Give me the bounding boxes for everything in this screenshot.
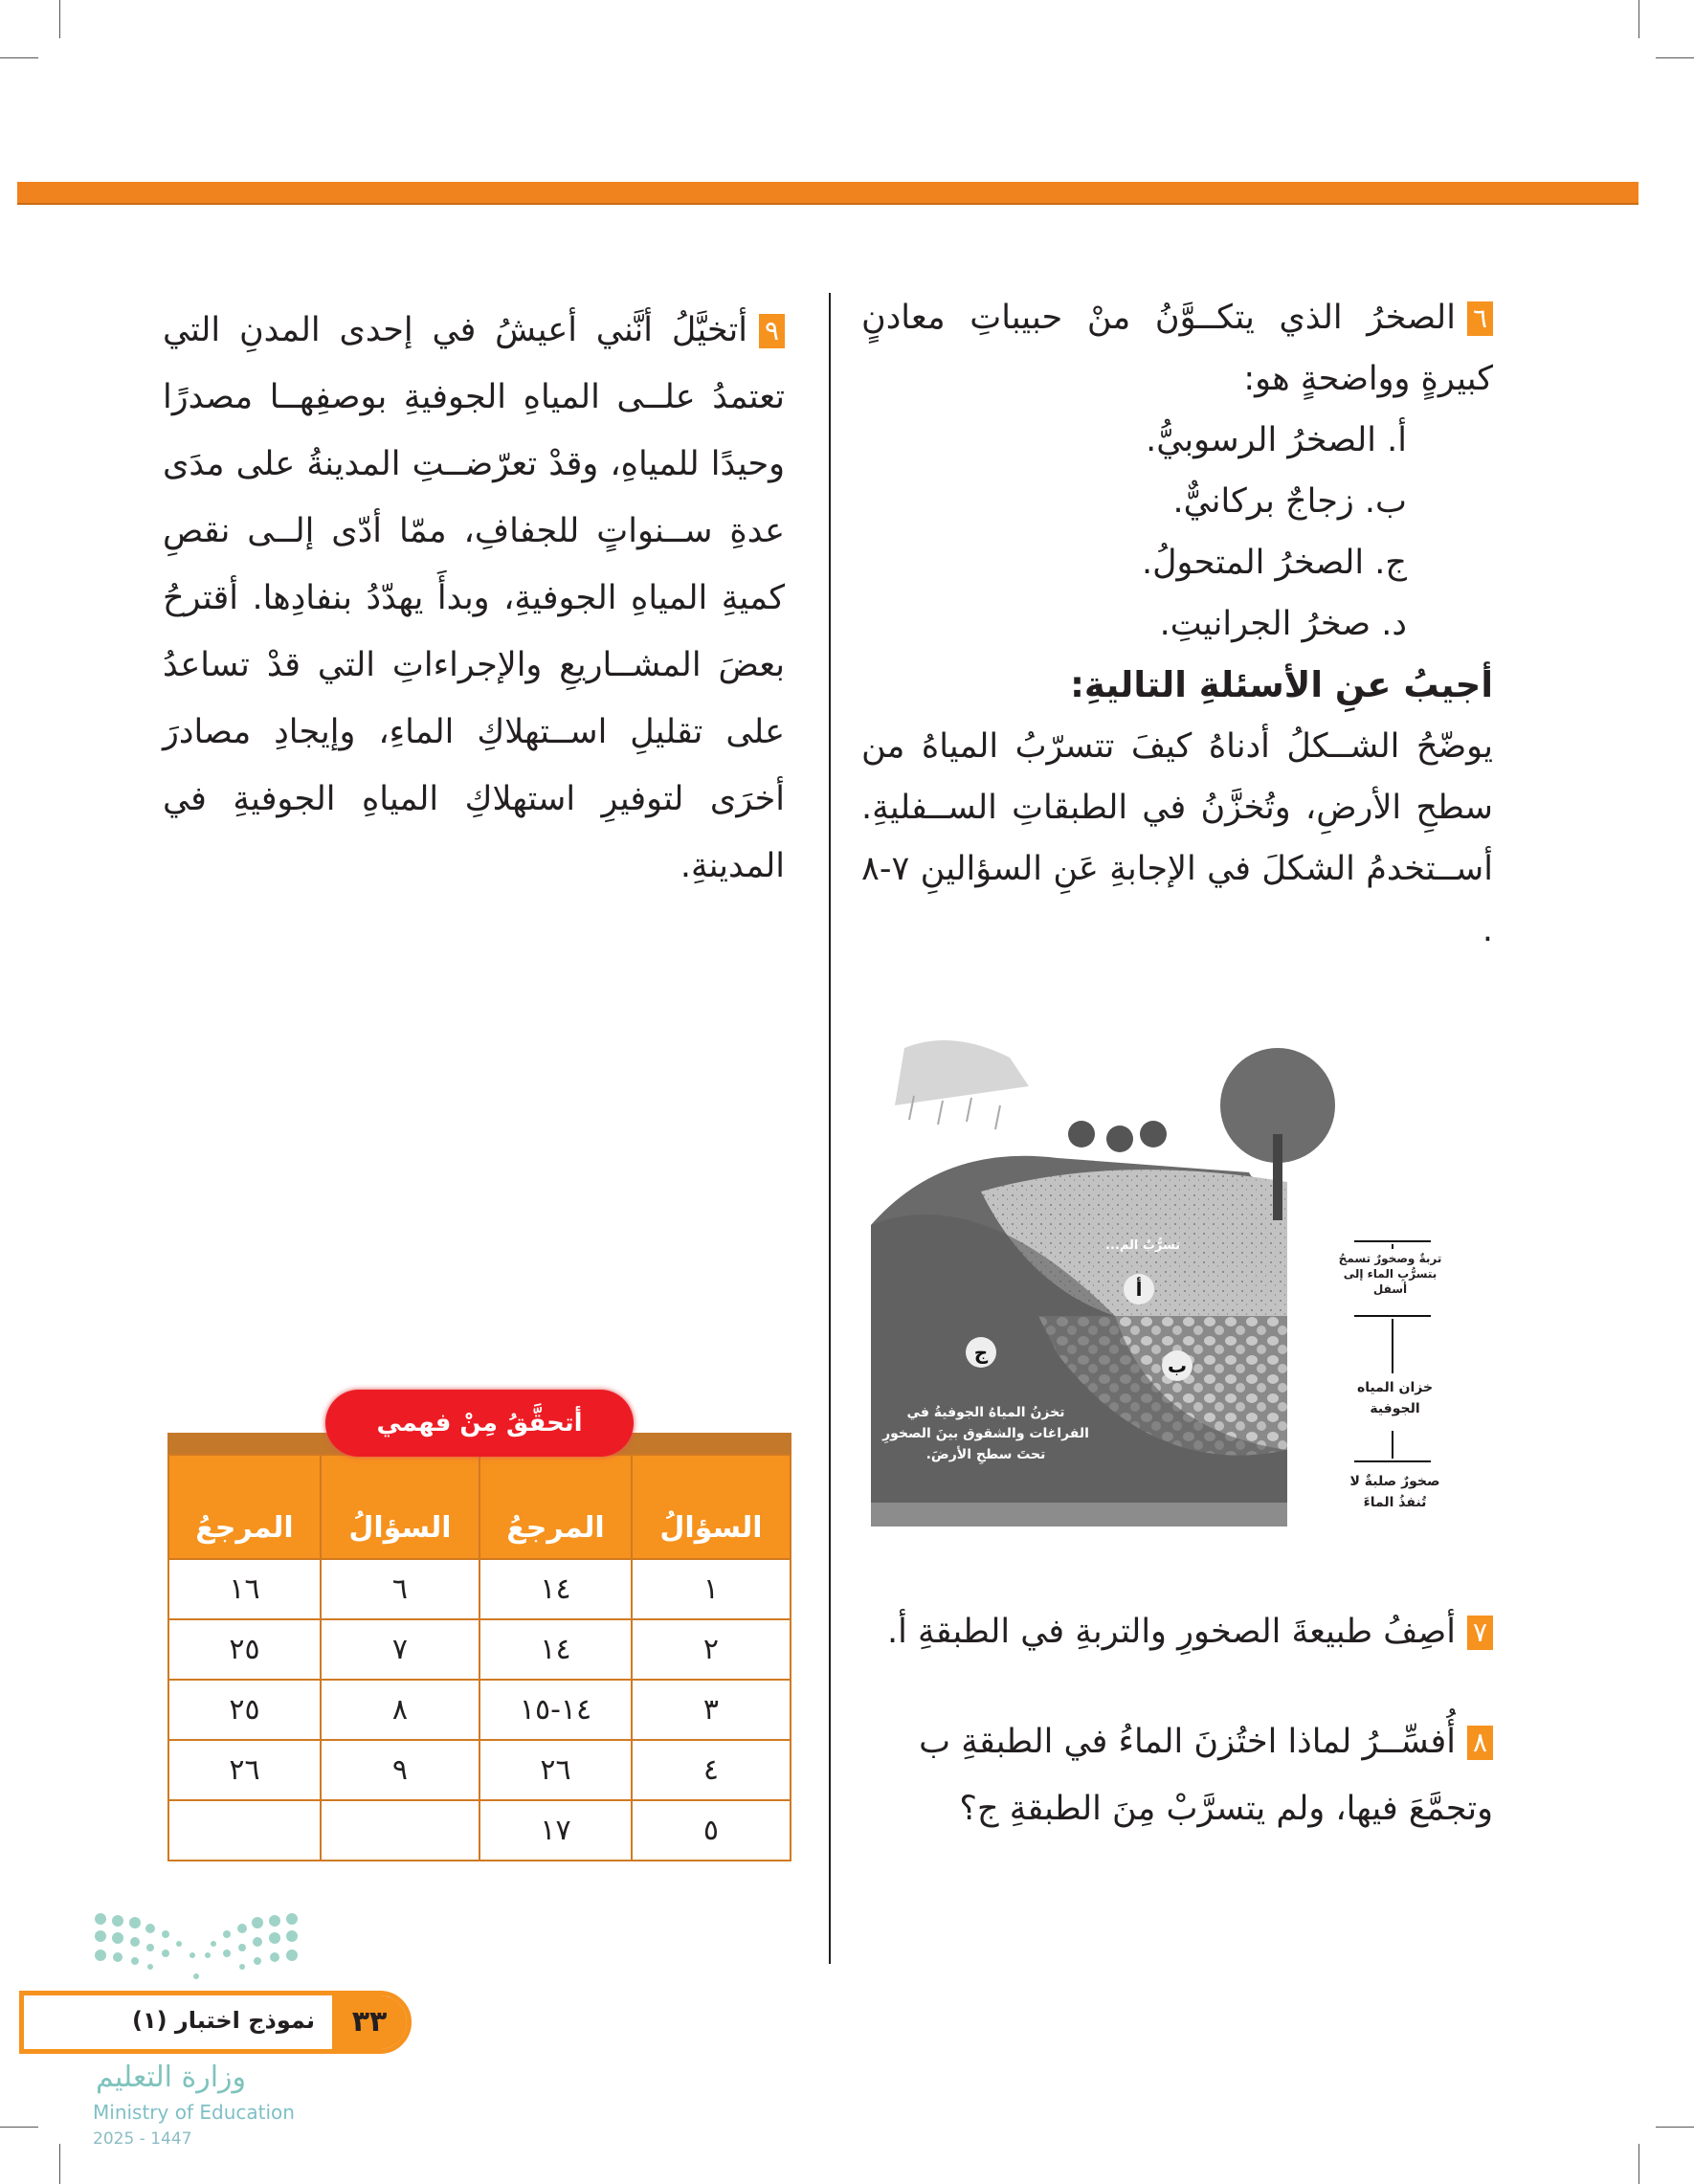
cell: ١٤: [479, 1558, 633, 1620]
groundwater-illustration: [866, 1029, 1445, 1536]
crop-mark: [1656, 2127, 1694, 2128]
option-b: ب. زجاجٌ بركانيٌّ.: [1172, 482, 1407, 521]
column-divider: [829, 293, 831, 1964]
table-row: ٣ ١٤-١٥ ٨ ٢٥: [167, 1679, 792, 1741]
cell: ٩: [319, 1739, 481, 1801]
cell: ٣: [630, 1679, 792, 1741]
option-d: د. صخرُ الجرانيتِ.: [1159, 605, 1407, 643]
option-a: أ. الصخرُ الرسوبيُّ.: [1146, 421, 1407, 459]
question-9: ٩أتخيَّلُ أنَّني أعيشُ في إحدى المدنِ ال…: [163, 297, 785, 900]
aquifer-label: خزان المياه الجوفية: [1349, 1377, 1440, 1419]
cell: ٤: [630, 1739, 792, 1801]
layer-a-marker: [1124, 1274, 1154, 1304]
question-7: ٧ أصِفُ طبيعةَ الصخورِ والتربةِ في الطبقة…: [861, 1598, 1493, 1665]
question-number: ٨: [1466, 1726, 1493, 1760]
page-number: ٣٣: [332, 1995, 407, 2049]
layer-b-marker: [1162, 1350, 1192, 1381]
crop-mark: [59, 0, 60, 38]
layer-c-label: ج: [973, 1341, 989, 1364]
cell: ٢٥: [167, 1679, 322, 1741]
cell: ١٤-١٥: [479, 1679, 633, 1741]
cell: ٢٥: [167, 1618, 322, 1681]
layer-b-label: ب: [1167, 1354, 1188, 1377]
question-number: ٦: [1466, 301, 1493, 336]
option-c: ج. الصخرُ المتحولُ.: [1141, 544, 1407, 582]
permeable-layer-label: تربةٌ وصخورٌ تسمحُ بتسرُّبِ الماء إلى أس…: [1335, 1251, 1445, 1297]
crop-mark: [1656, 57, 1694, 58]
edition-year: 2025 - 1447: [93, 2129, 192, 2149]
check-understanding-badge: أتحقَّقُ مِنْ فهمي: [325, 1390, 634, 1457]
header-question: السؤالُ: [319, 1454, 481, 1560]
footer-title: نموذج اختبار (١): [131, 2007, 315, 2034]
table-row: ٤ ٢٦ ٩ ٢٦: [167, 1739, 792, 1801]
question-number: ٧: [1466, 1616, 1493, 1650]
question-text: أُفسِّــرُ لماذا اختُزنَ الماءُ في الطبق…: [919, 1723, 1493, 1828]
crop-mark: [1638, 0, 1639, 38]
cell: ٢٦: [167, 1739, 322, 1801]
right-column: ٦الصخرُ الذي يتكــوَّنُ منْ حبيباتِ معاد…: [861, 287, 1493, 961]
section-heading: أجيبُ عنِ الأسئلةِ التاليةِ:: [1070, 664, 1493, 705]
cell: ١٤: [479, 1618, 633, 1681]
question-8: ٨أُفسِّــرُ لماذا اختُزنَ الماءُ في الطب…: [861, 1708, 1493, 1842]
layer-a-label: أ: [1135, 1278, 1143, 1301]
header-bar: [17, 182, 1638, 205]
cell: ١٦: [167, 1558, 322, 1620]
cell: [167, 1799, 322, 1861]
storage-caption: تخزنُ المياهُ الجوفيةُ في الفراغات والشق…: [882, 1405, 1089, 1462]
question-text: أصِفُ طبيعةَ الصخورِ والتربةِ في الطبقةِ…: [887, 1613, 1456, 1651]
cell: [319, 1799, 481, 1861]
ministry-logo-icon: [95, 1913, 298, 1979]
cell: ٥: [630, 1799, 792, 1861]
crop-mark: [0, 57, 38, 58]
cell: ٢: [630, 1618, 792, 1681]
instructions-text: يوضّحُ الشــكلُ أدناهُ كيفَ تتسرّبُ المي…: [861, 727, 1493, 949]
cell: ١٧: [479, 1799, 633, 1861]
header-reference: المرجعُ: [167, 1454, 322, 1560]
cell: ٢٦: [479, 1739, 633, 1801]
crop-mark: [59, 2144, 60, 2184]
layer-c-marker: [966, 1337, 996, 1368]
table-row: ١ ١٤ ٦ ١٦: [167, 1558, 792, 1620]
table-row: ٥ ١٧: [167, 1799, 792, 1861]
ministry-name-arabic: وزارة التعليم: [96, 2061, 247, 2094]
answer-key-table: السؤالُ المرجعُ السؤالُ المرجعُ ١ ١٤ ٦ ١٦ ٢…: [167, 1433, 792, 1861]
question-text: أتخيَّلُ أنَّني أعيشُ في إحدى المدنِ الت…: [163, 311, 785, 885]
impermeable-layer-label: صخورٌ صلبةٌ لا تُنفذُ الماءَ: [1349, 1474, 1440, 1510]
question-6: ٦الصخرُ الذي يتكــوَّنُ منْ حبيباتِ معاد…: [861, 287, 1493, 410]
page-footer: ٣٣ نموذج اختبار (١): [19, 1991, 412, 2054]
header-reference: المرجعُ: [479, 1454, 633, 1560]
cell: ٧: [319, 1618, 481, 1681]
crop-mark: [1638, 2144, 1639, 2184]
cell: ٦: [319, 1558, 481, 1620]
groundwater-diagram: تسرُّبُ الم... أ ب ج تخزنُ المياهُ الجوف…: [866, 1029, 1445, 1536]
cell: ٨: [319, 1679, 481, 1741]
ministry-name-english: Ministry of Education: [93, 2101, 295, 2124]
infiltration-label: تسرُّبُ الم...: [1105, 1238, 1181, 1253]
cell: ١: [630, 1558, 792, 1620]
question-text: الصخرُ الذي يتكــوَّنُ منْ حبيباتِ معادن…: [861, 299, 1493, 398]
crop-mark: [0, 2127, 38, 2128]
question-number: ٩: [758, 314, 785, 348]
table-row: ٢ ١٤ ٧ ٢٥: [167, 1618, 792, 1681]
header-question: السؤالُ: [630, 1454, 792, 1560]
